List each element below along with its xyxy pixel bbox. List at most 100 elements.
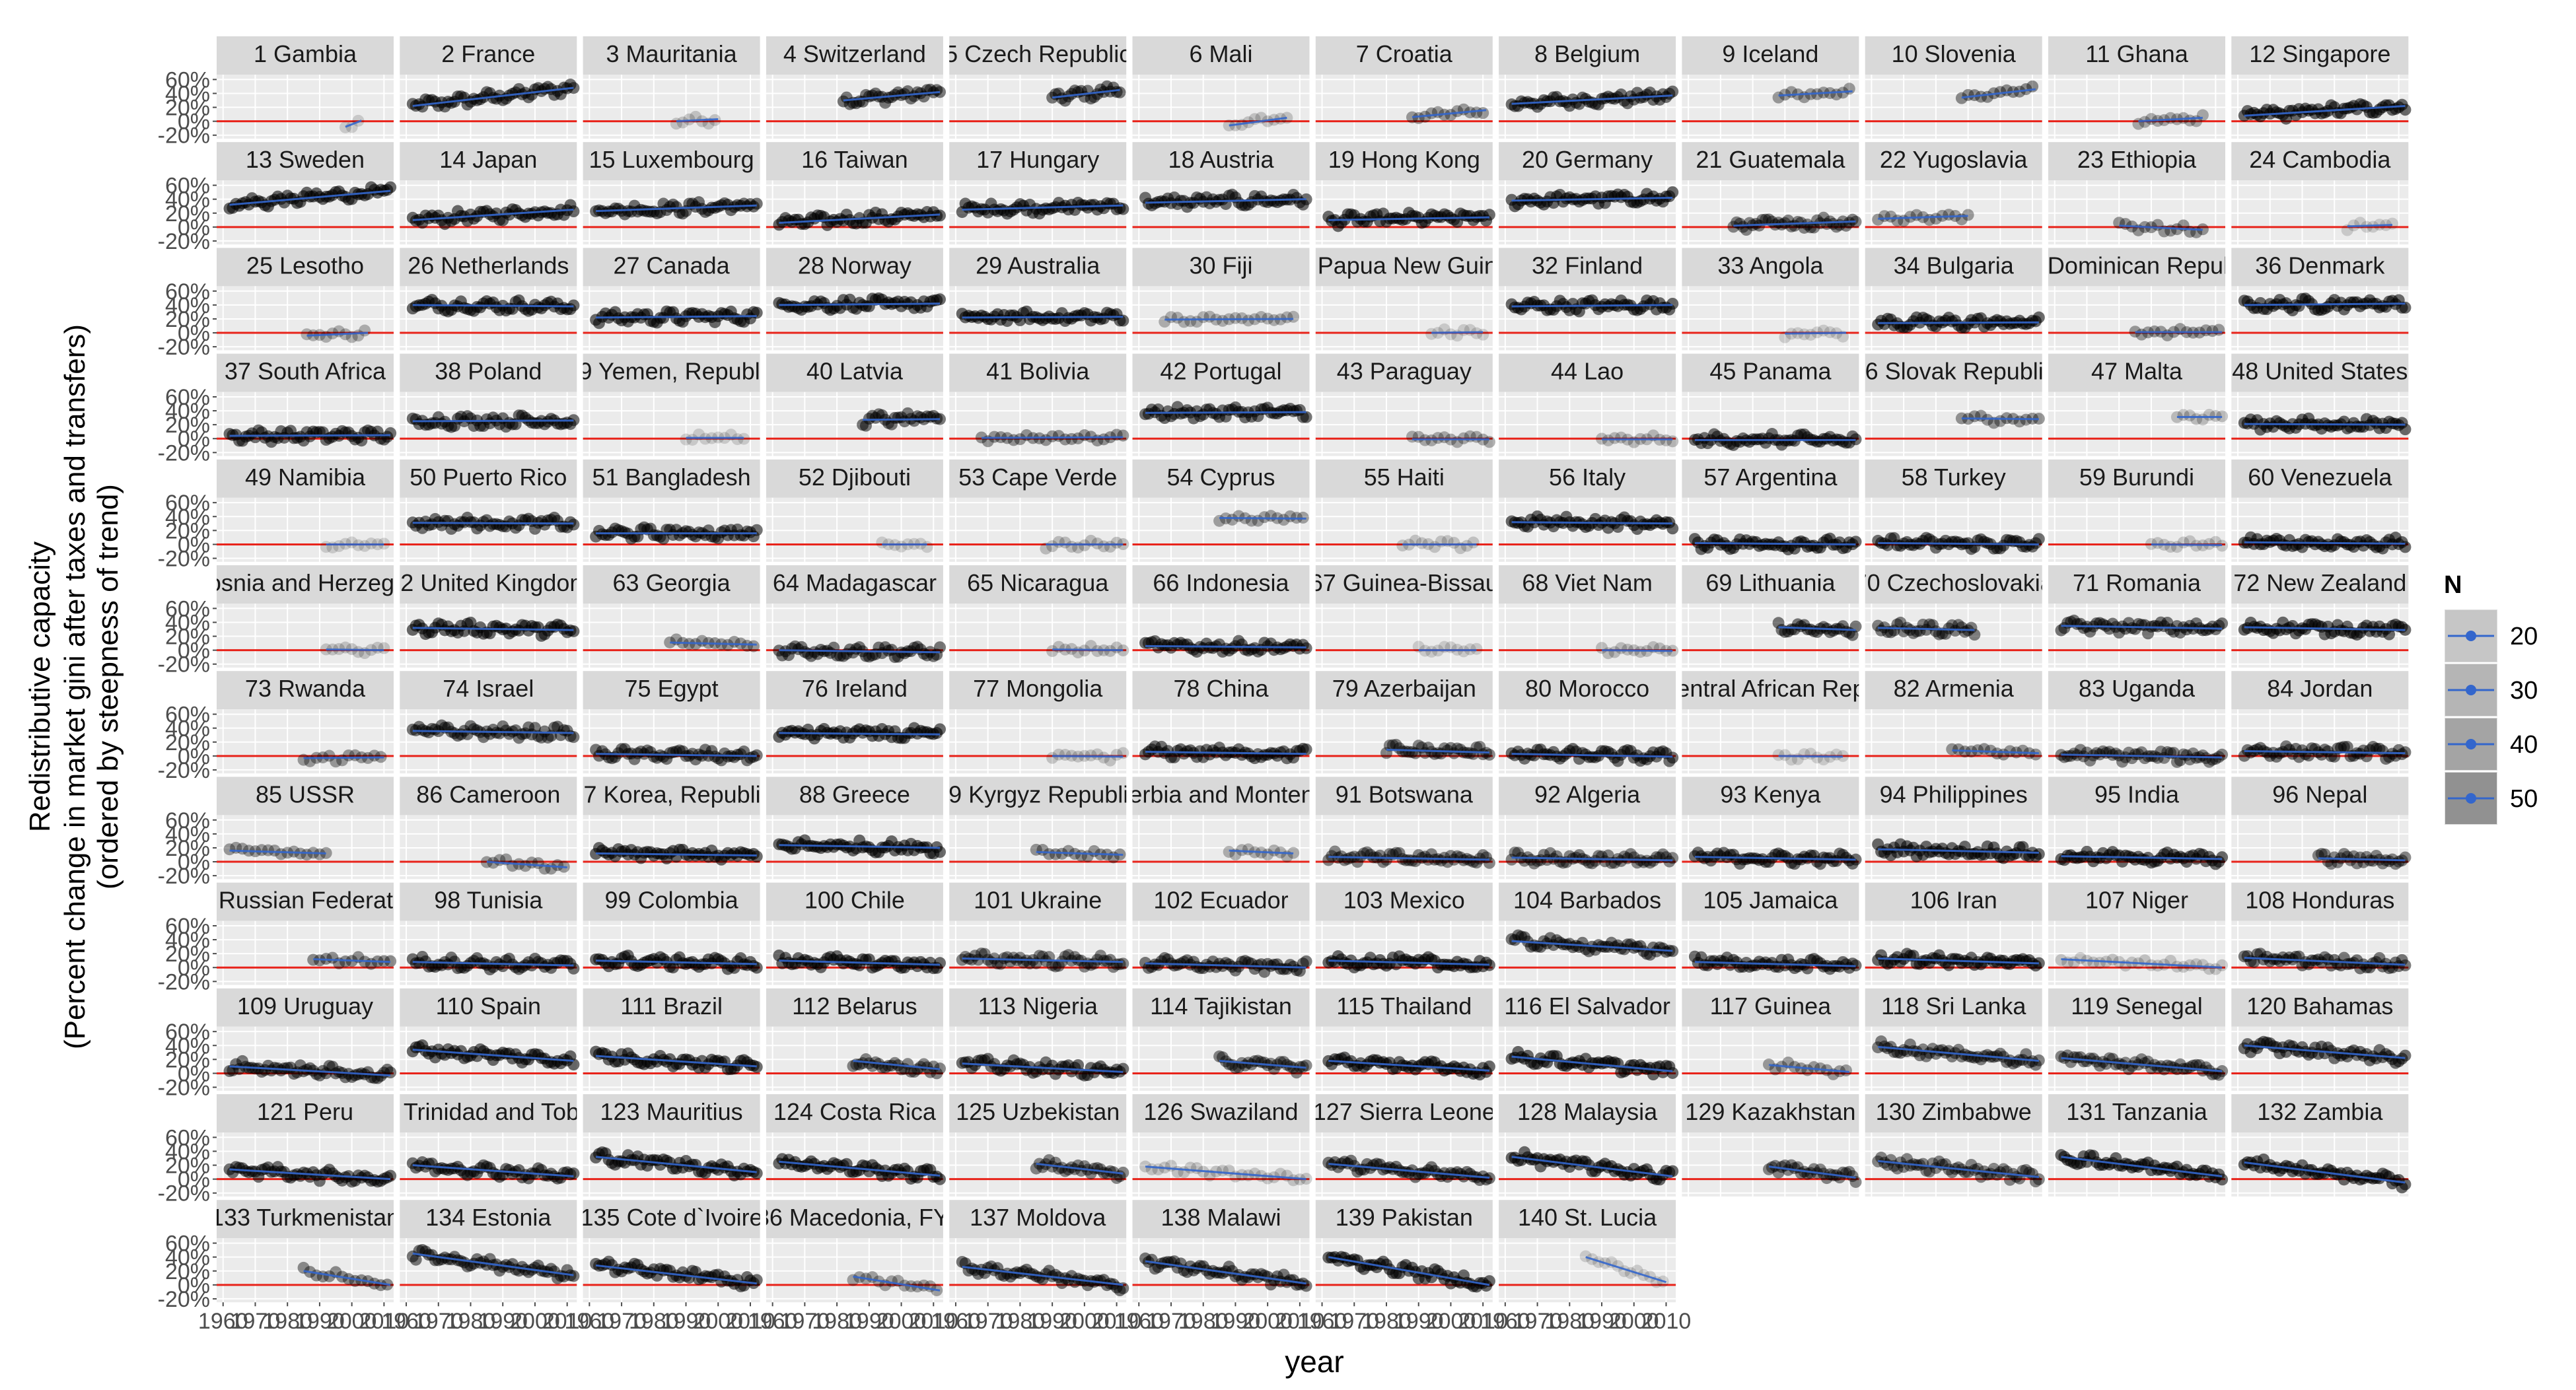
facet-panel: 17 Hungary: [949, 142, 1129, 244]
facet-strip-label: 56 Italy: [1549, 464, 1626, 491]
facet-strip-label: 10 Slovenia: [1892, 40, 2017, 67]
panel-background: [1682, 815, 1859, 879]
facet-panel: 44 Lao: [1499, 354, 1678, 456]
trend-line: [304, 757, 384, 758]
facet-strip-label: 87 Korea, Republic: [570, 781, 772, 808]
facet-panel: 71 Romania: [2048, 565, 2228, 668]
facet-strip-label: 59 Burundi: [2079, 464, 2194, 491]
facet-panel: 3 Mauritania: [583, 36, 760, 139]
data-point: [2216, 851, 2228, 863]
facet-strip-label: 31 Papua New Guinea: [1285, 252, 1524, 279]
data-point: [378, 642, 390, 654]
facet-strip-label: 82 Armenia: [1894, 675, 2015, 702]
trend-line: [229, 435, 390, 436]
facet-panel: 70 Czechoslovakia: [1854, 565, 2054, 668]
facet-strip-label: 92 Algeria: [1534, 781, 1641, 808]
facet-panel: 22 Yugoslavia: [1865, 142, 2042, 244]
panel-background: [583, 75, 760, 139]
facet-strip-label: 54 Cyprus: [1166, 464, 1275, 491]
facet-panel: 18 Austria: [1133, 142, 1312, 244]
trend-line: [1602, 650, 1672, 651]
facet-panel: 32 Finland: [1499, 248, 1678, 350]
panel-background: [2231, 709, 2408, 773]
panel-background: [1682, 709, 1859, 773]
data-point: [567, 625, 579, 637]
facet-strip-label: 75 Egypt: [625, 675, 719, 702]
facet-panel: 12 Singapore: [2231, 36, 2411, 139]
data-point: [2386, 218, 2398, 230]
facet-strip-label: 3 Mauritania: [606, 40, 738, 67]
facet-strip-label: 7 Croatia: [1356, 40, 1453, 67]
data-point: [1843, 83, 1855, 94]
facet-panel: 2 France: [400, 36, 579, 139]
facet-strip-label: 70 Czechoslovakia: [1854, 569, 2054, 596]
facet-strip-label: 78 China: [1173, 675, 1269, 702]
data-point: [359, 325, 371, 337]
facet-panel: 9 Iceland: [1682, 36, 1859, 139]
trend-line: [1878, 322, 2039, 323]
data-point: [1666, 298, 1678, 310]
panel-background: [583, 921, 760, 985]
trend-line: [1512, 522, 1673, 524]
trend-line: [2244, 304, 2406, 305]
data-point: [2197, 109, 2209, 121]
facet-panel: 24 Cambodia: [2231, 142, 2408, 244]
facet-strip-label: 38 Poland: [435, 358, 542, 385]
facet-panel: 67 Guinea-Bissau: [1310, 565, 1499, 668]
panel-background: [1133, 498, 1310, 562]
panel-background: [1316, 286, 1493, 350]
panel-background: [1499, 604, 1676, 668]
trend-line: [1695, 543, 1856, 544]
panel-background: [766, 498, 943, 562]
facet-strip-label: 88 Greece: [799, 781, 910, 808]
facet-panel: 77 Mongolia: [949, 671, 1129, 773]
facet-strip-label: 39 Yemen, Republic: [565, 358, 777, 385]
facet-panel: 14 Japan: [400, 142, 579, 244]
facet-panel: 8 Belgium: [1499, 36, 1678, 139]
facet-strip-label: 69 Lithuania: [1705, 569, 1836, 596]
facet-panel: 10 Slovenia: [1865, 36, 2042, 139]
facet-panel: 16 Taiwan: [766, 142, 946, 244]
facet-panel: 78 China: [1133, 671, 1312, 773]
panel-background: [217, 75, 394, 139]
facet-strip-label: 1 Gambia: [254, 40, 357, 67]
y-tick-label: -20%: [158, 229, 210, 254]
facet-strip-label: 11 Ghana: [2085, 40, 2188, 67]
data-point: [1962, 209, 1974, 221]
panel-background: [2048, 604, 2225, 668]
facet-panel: 55 Haiti: [1316, 460, 1493, 562]
facet-strip-label: 22 Yugoslavia: [1880, 146, 2028, 173]
facet-strip-label: 66 Indonesia: [1153, 569, 1289, 596]
y-tick-label: -20%: [158, 969, 210, 994]
facet-panel: 46 Slovak Republic: [1852, 354, 2056, 456]
data-point: [748, 641, 760, 652]
panel-background: [2048, 815, 2225, 879]
facet-strip-label: 50 Puerto Rico: [410, 464, 567, 491]
facet-strip-label: 58 Turkey: [1902, 464, 2006, 491]
trend-line: [863, 419, 940, 420]
facet-strip-label: 33 Angola: [1717, 252, 1824, 279]
data-point: [1666, 435, 1678, 447]
data-point: [1484, 436, 1495, 448]
facet-panel: 68 Viet Nam: [1499, 565, 1678, 668]
y-tick-label: -20%: [158, 547, 210, 572]
facet-panel: 74 Israel: [400, 671, 579, 773]
facet-panel: 20 Germany: [1499, 142, 1678, 244]
trend-line: [1878, 543, 2039, 544]
facet-panel: 69 Lithuania: [1682, 565, 1861, 668]
facet-strip-label: 79 Azerbaijan: [1332, 675, 1476, 702]
facet-panel: 53 Cape Verde: [949, 460, 1129, 562]
facet-strip-label: 96 Nepal: [2272, 781, 2367, 808]
panel-background: [217, 921, 394, 985]
facet-strip-label: 67 Guinea-Bissau: [1310, 569, 1499, 596]
facet-strip-label: 28 Norway: [798, 252, 912, 279]
facet-strip-label: 27 Canada: [614, 252, 731, 279]
trend-line: [1431, 332, 1483, 333]
facet-strip-label: 21 Guatemala: [1696, 146, 1845, 173]
facet-strip-label: 84 Jordan: [2267, 675, 2373, 702]
facet-strip-label: 25 Lesotho: [246, 252, 364, 279]
data-point: [2399, 851, 2411, 863]
facet-strip-label: 89 Kyrgyz Republic: [935, 781, 1140, 808]
